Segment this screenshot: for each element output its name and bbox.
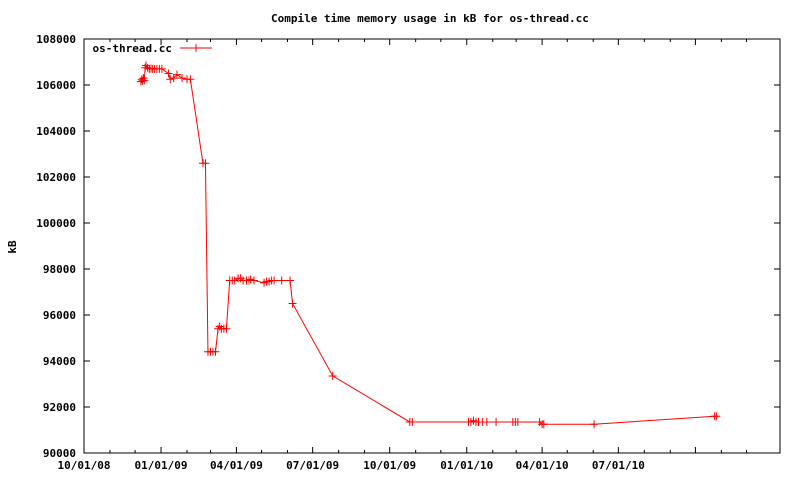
y-tick-label: 104000 bbox=[36, 125, 76, 138]
x-tick-label: 04/01/10 bbox=[516, 459, 569, 472]
data-point bbox=[482, 417, 491, 426]
data-point bbox=[270, 276, 279, 285]
data-point bbox=[164, 69, 173, 78]
data-point bbox=[172, 70, 181, 79]
data-point bbox=[222, 324, 231, 333]
y-tick-label: 96000 bbox=[43, 309, 76, 322]
x-tick-label: 10/01/09 bbox=[363, 459, 416, 472]
data-point bbox=[157, 64, 166, 73]
x-tick-label: 01/01/10 bbox=[440, 459, 493, 472]
y-tick-label: 92000 bbox=[43, 401, 76, 414]
data-point bbox=[590, 420, 599, 429]
data-point bbox=[143, 63, 152, 72]
series-line bbox=[140, 64, 717, 425]
data-point bbox=[286, 276, 295, 285]
legend: os-thread.cc bbox=[93, 42, 212, 55]
x-tick-label: 04/01/09 bbox=[210, 459, 263, 472]
data-point bbox=[246, 275, 255, 284]
chart-title: Compile time memory usage in kB for os-t… bbox=[271, 12, 589, 25]
y-tick-label: 102000 bbox=[36, 171, 76, 184]
y-tick-label: 108000 bbox=[36, 33, 76, 46]
y-axis-ticks: 90000 92000 94000 96000 98000 100000 102000 104… bbox=[36, 33, 780, 460]
y-tick-label: 106000 bbox=[36, 79, 76, 92]
x-tick-label: 01/01/09 bbox=[135, 459, 188, 472]
data-point bbox=[408, 417, 417, 426]
x-tick-label: 07/01/09 bbox=[286, 459, 339, 472]
legend-marker-glyph bbox=[192, 44, 200, 52]
data-point bbox=[177, 74, 186, 83]
y-tick-label: 94000 bbox=[43, 355, 76, 368]
y-tick-label: 100000 bbox=[36, 217, 76, 230]
legend-marker bbox=[192, 44, 200, 52]
data-point bbox=[277, 276, 286, 285]
data-point bbox=[186, 75, 195, 84]
x-tick-label: 10/01/08 bbox=[58, 459, 111, 472]
x-tick-label: 07/01/10 bbox=[592, 459, 645, 472]
data-point bbox=[140, 76, 149, 85]
data-point bbox=[539, 420, 548, 429]
series-layer bbox=[136, 61, 721, 429]
y-tick-label: 90000 bbox=[43, 447, 76, 460]
data-point bbox=[169, 74, 178, 83]
data-point bbox=[492, 417, 501, 426]
data-point bbox=[211, 347, 220, 356]
data-point bbox=[712, 412, 721, 421]
data-point bbox=[288, 299, 297, 308]
x-axis-ticks: 10/01/08 01/01/09 04/01/09 07/01/09 10/01/09… bbox=[58, 39, 747, 472]
data-point bbox=[201, 159, 210, 168]
data-point bbox=[166, 75, 175, 84]
plot-frame bbox=[83, 38, 781, 454]
legend-label: os-thread.cc bbox=[93, 42, 172, 55]
y-axis-label: kB bbox=[6, 240, 19, 254]
y-tick-label: 98000 bbox=[43, 263, 76, 276]
data-point bbox=[328, 371, 337, 380]
data-point bbox=[513, 417, 522, 426]
data-point bbox=[250, 276, 259, 285]
